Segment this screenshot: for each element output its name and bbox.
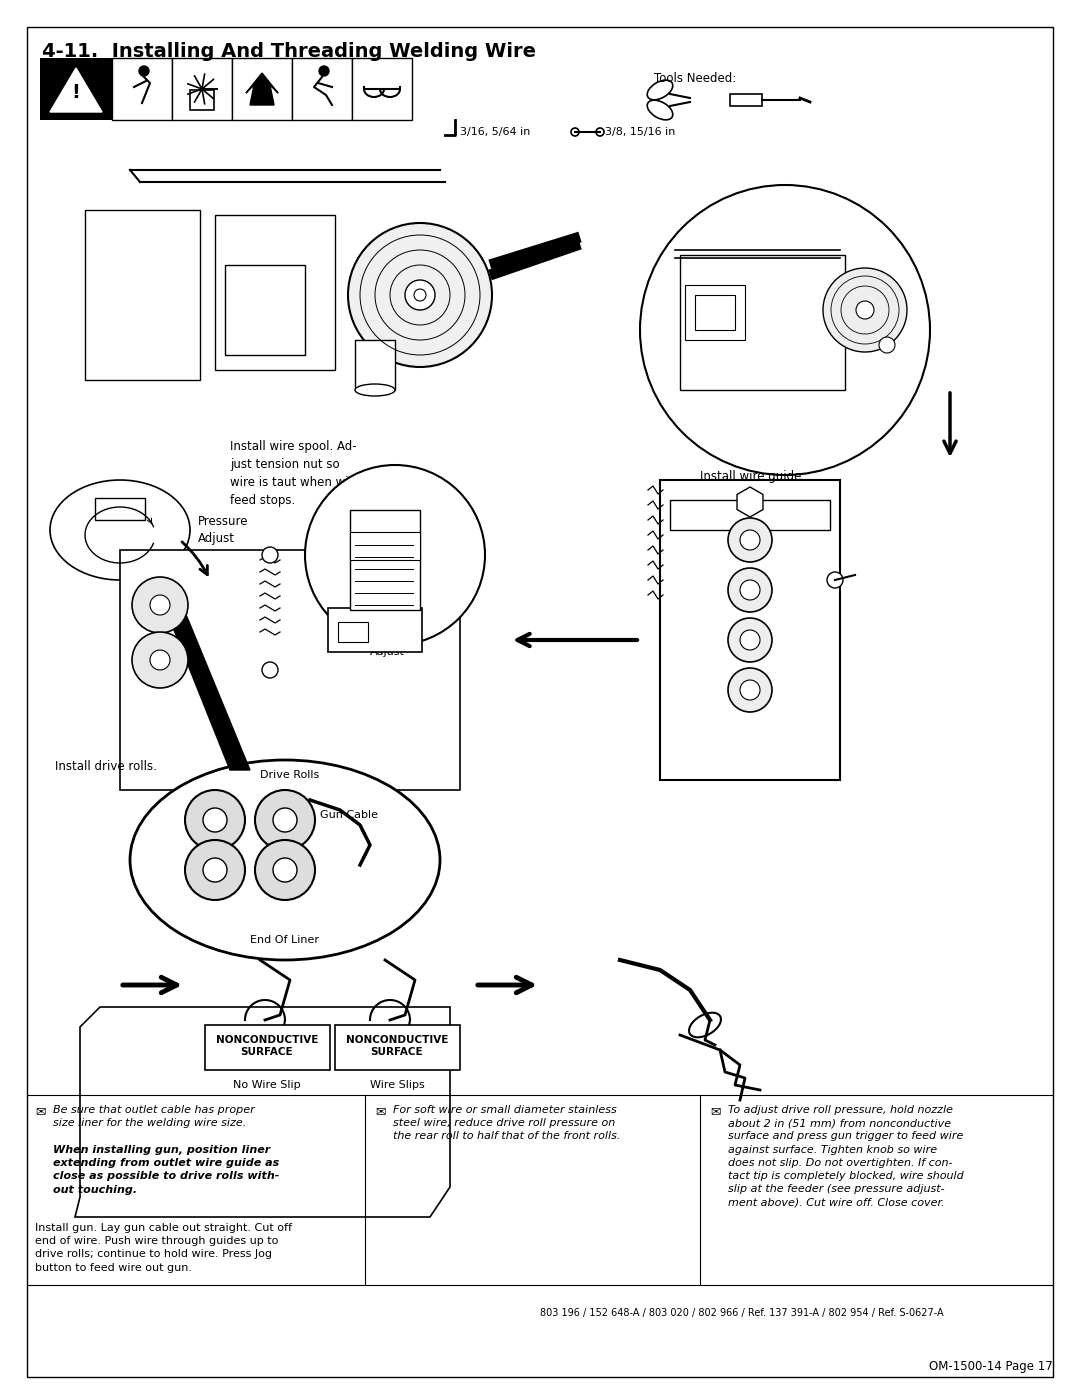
Text: ✉: ✉	[375, 1105, 386, 1118]
Ellipse shape	[355, 384, 395, 395]
Bar	[95, 497, 145, 520]
Bar	[40, 59, 112, 120]
Ellipse shape	[130, 760, 440, 960]
Bar	[112, 59, 172, 120]
Circle shape	[740, 630, 760, 650]
Text: Pressure
Adjust: Pressure Adjust	[198, 515, 248, 545]
Circle shape	[856, 300, 874, 319]
Circle shape	[132, 631, 188, 687]
Text: 3/8, 15/16 in: 3/8, 15/16 in	[605, 127, 675, 137]
Text: ✉: ✉	[710, 1105, 720, 1118]
Text: Install wire guide.: Install wire guide.	[700, 469, 805, 483]
Circle shape	[262, 662, 278, 678]
FancyBboxPatch shape	[328, 608, 422, 652]
Bar	[355, 339, 395, 390]
Bar	[120, 550, 460, 789]
Text: To adjust drive roll pressure, hold nozzle
about 2 in (51 mm) from nonconductive: To adjust drive roll pressure, hold nozz…	[728, 1105, 963, 1207]
Ellipse shape	[50, 481, 190, 580]
Bar	[172, 59, 232, 120]
Bar	[685, 285, 745, 339]
Polygon shape	[160, 595, 249, 770]
Text: Install wire spool. Ad-
just tension nut so
wire is taut when wire
feed stops.: Install wire spool. Ad- just tension nut…	[230, 440, 361, 507]
Circle shape	[203, 807, 227, 833]
Polygon shape	[680, 256, 845, 390]
Text: When installing gun, position liner
extending from outlet wire guide as
close as: When installing gun, position liner exte…	[53, 1146, 280, 1194]
Circle shape	[150, 595, 170, 615]
Bar	[292, 59, 352, 120]
Bar	[352, 59, 411, 120]
Polygon shape	[75, 1007, 450, 1217]
Circle shape	[728, 617, 772, 662]
Text: !: !	[71, 84, 80, 102]
Circle shape	[305, 465, 485, 645]
Text: End Of Liner: End Of Liner	[251, 935, 320, 944]
Circle shape	[185, 840, 245, 900]
Circle shape	[132, 577, 188, 633]
Circle shape	[203, 858, 227, 882]
Text: NONCONDUCTIVE
SURFACE: NONCONDUCTIVE SURFACE	[216, 1035, 319, 1058]
Circle shape	[823, 268, 907, 352]
Bar	[335, 1025, 460, 1070]
Polygon shape	[737, 488, 762, 517]
Bar	[225, 265, 305, 355]
Text: 803 196 / 152 648-A / 803 020 / 802 966 / Ref. 137 391-A / 802 954 / Ref. S-0627: 803 196 / 152 648-A / 803 020 / 802 966 …	[540, 1308, 944, 1317]
Circle shape	[255, 789, 315, 849]
Text: Install gun. Lay gun cable out straight. Cut off
end of wire. Push wire through : Install gun. Lay gun cable out straight.…	[35, 1222, 292, 1273]
Circle shape	[273, 807, 297, 833]
Circle shape	[728, 668, 772, 712]
Circle shape	[319, 66, 329, 75]
Bar	[730, 94, 762, 106]
Bar	[205, 1025, 330, 1070]
Circle shape	[255, 840, 315, 900]
Polygon shape	[85, 210, 200, 380]
Polygon shape	[50, 68, 102, 112]
Text: Wire Slips: Wire Slips	[369, 1080, 424, 1090]
Circle shape	[139, 66, 149, 75]
Circle shape	[348, 224, 492, 367]
Text: No Wire Slip: No Wire Slip	[233, 1080, 301, 1090]
Bar	[232, 59, 292, 120]
Text: Be sure that outlet cable has proper
size liner for the welding wire size.: Be sure that outlet cable has proper siz…	[53, 1105, 255, 1129]
Text: NONCONDUCTIVE
SURFACE: NONCONDUCTIVE SURFACE	[346, 1035, 448, 1058]
Circle shape	[879, 337, 895, 353]
Polygon shape	[246, 73, 278, 105]
Circle shape	[827, 571, 843, 588]
Circle shape	[728, 569, 772, 612]
Circle shape	[405, 279, 435, 310]
Text: Gun Cable: Gun Cable	[320, 810, 378, 820]
Circle shape	[273, 858, 297, 882]
Bar	[338, 622, 368, 643]
Circle shape	[740, 680, 760, 700]
Text: Tools Needed:: Tools Needed:	[653, 73, 737, 85]
Circle shape	[740, 580, 760, 599]
Bar	[660, 481, 840, 780]
Circle shape	[262, 548, 278, 563]
Text: 3/16, 5/64 in: 3/16, 5/64 in	[460, 127, 530, 137]
Text: Pressure
Adjust: Pressure Adjust	[370, 634, 418, 657]
Text: OM-1500-14 Page 17: OM-1500-14 Page 17	[929, 1361, 1053, 1373]
Text: Install drive rolls.: Install drive rolls.	[55, 760, 157, 773]
Circle shape	[740, 529, 760, 550]
Text: Pressure
Indicator
Scale: Pressure Indicator Scale	[426, 557, 474, 594]
Text: ✉: ✉	[35, 1105, 45, 1118]
Bar	[696, 295, 735, 330]
Circle shape	[185, 789, 245, 849]
Bar	[670, 500, 831, 529]
Circle shape	[728, 518, 772, 562]
Bar	[215, 215, 335, 370]
Circle shape	[640, 184, 930, 475]
Bar	[190, 89, 214, 110]
Bar	[350, 532, 420, 560]
Text: 4-11.  Installing And Threading Welding Wire: 4-11. Installing And Threading Welding W…	[42, 42, 536, 61]
Text: Drive Rolls: Drive Rolls	[260, 770, 320, 780]
Circle shape	[150, 650, 170, 671]
Bar	[350, 510, 420, 610]
Text: For soft wire or small diameter stainless
steel wire, reduce drive roll pressure: For soft wire or small diameter stainles…	[393, 1105, 620, 1141]
Circle shape	[414, 289, 426, 300]
